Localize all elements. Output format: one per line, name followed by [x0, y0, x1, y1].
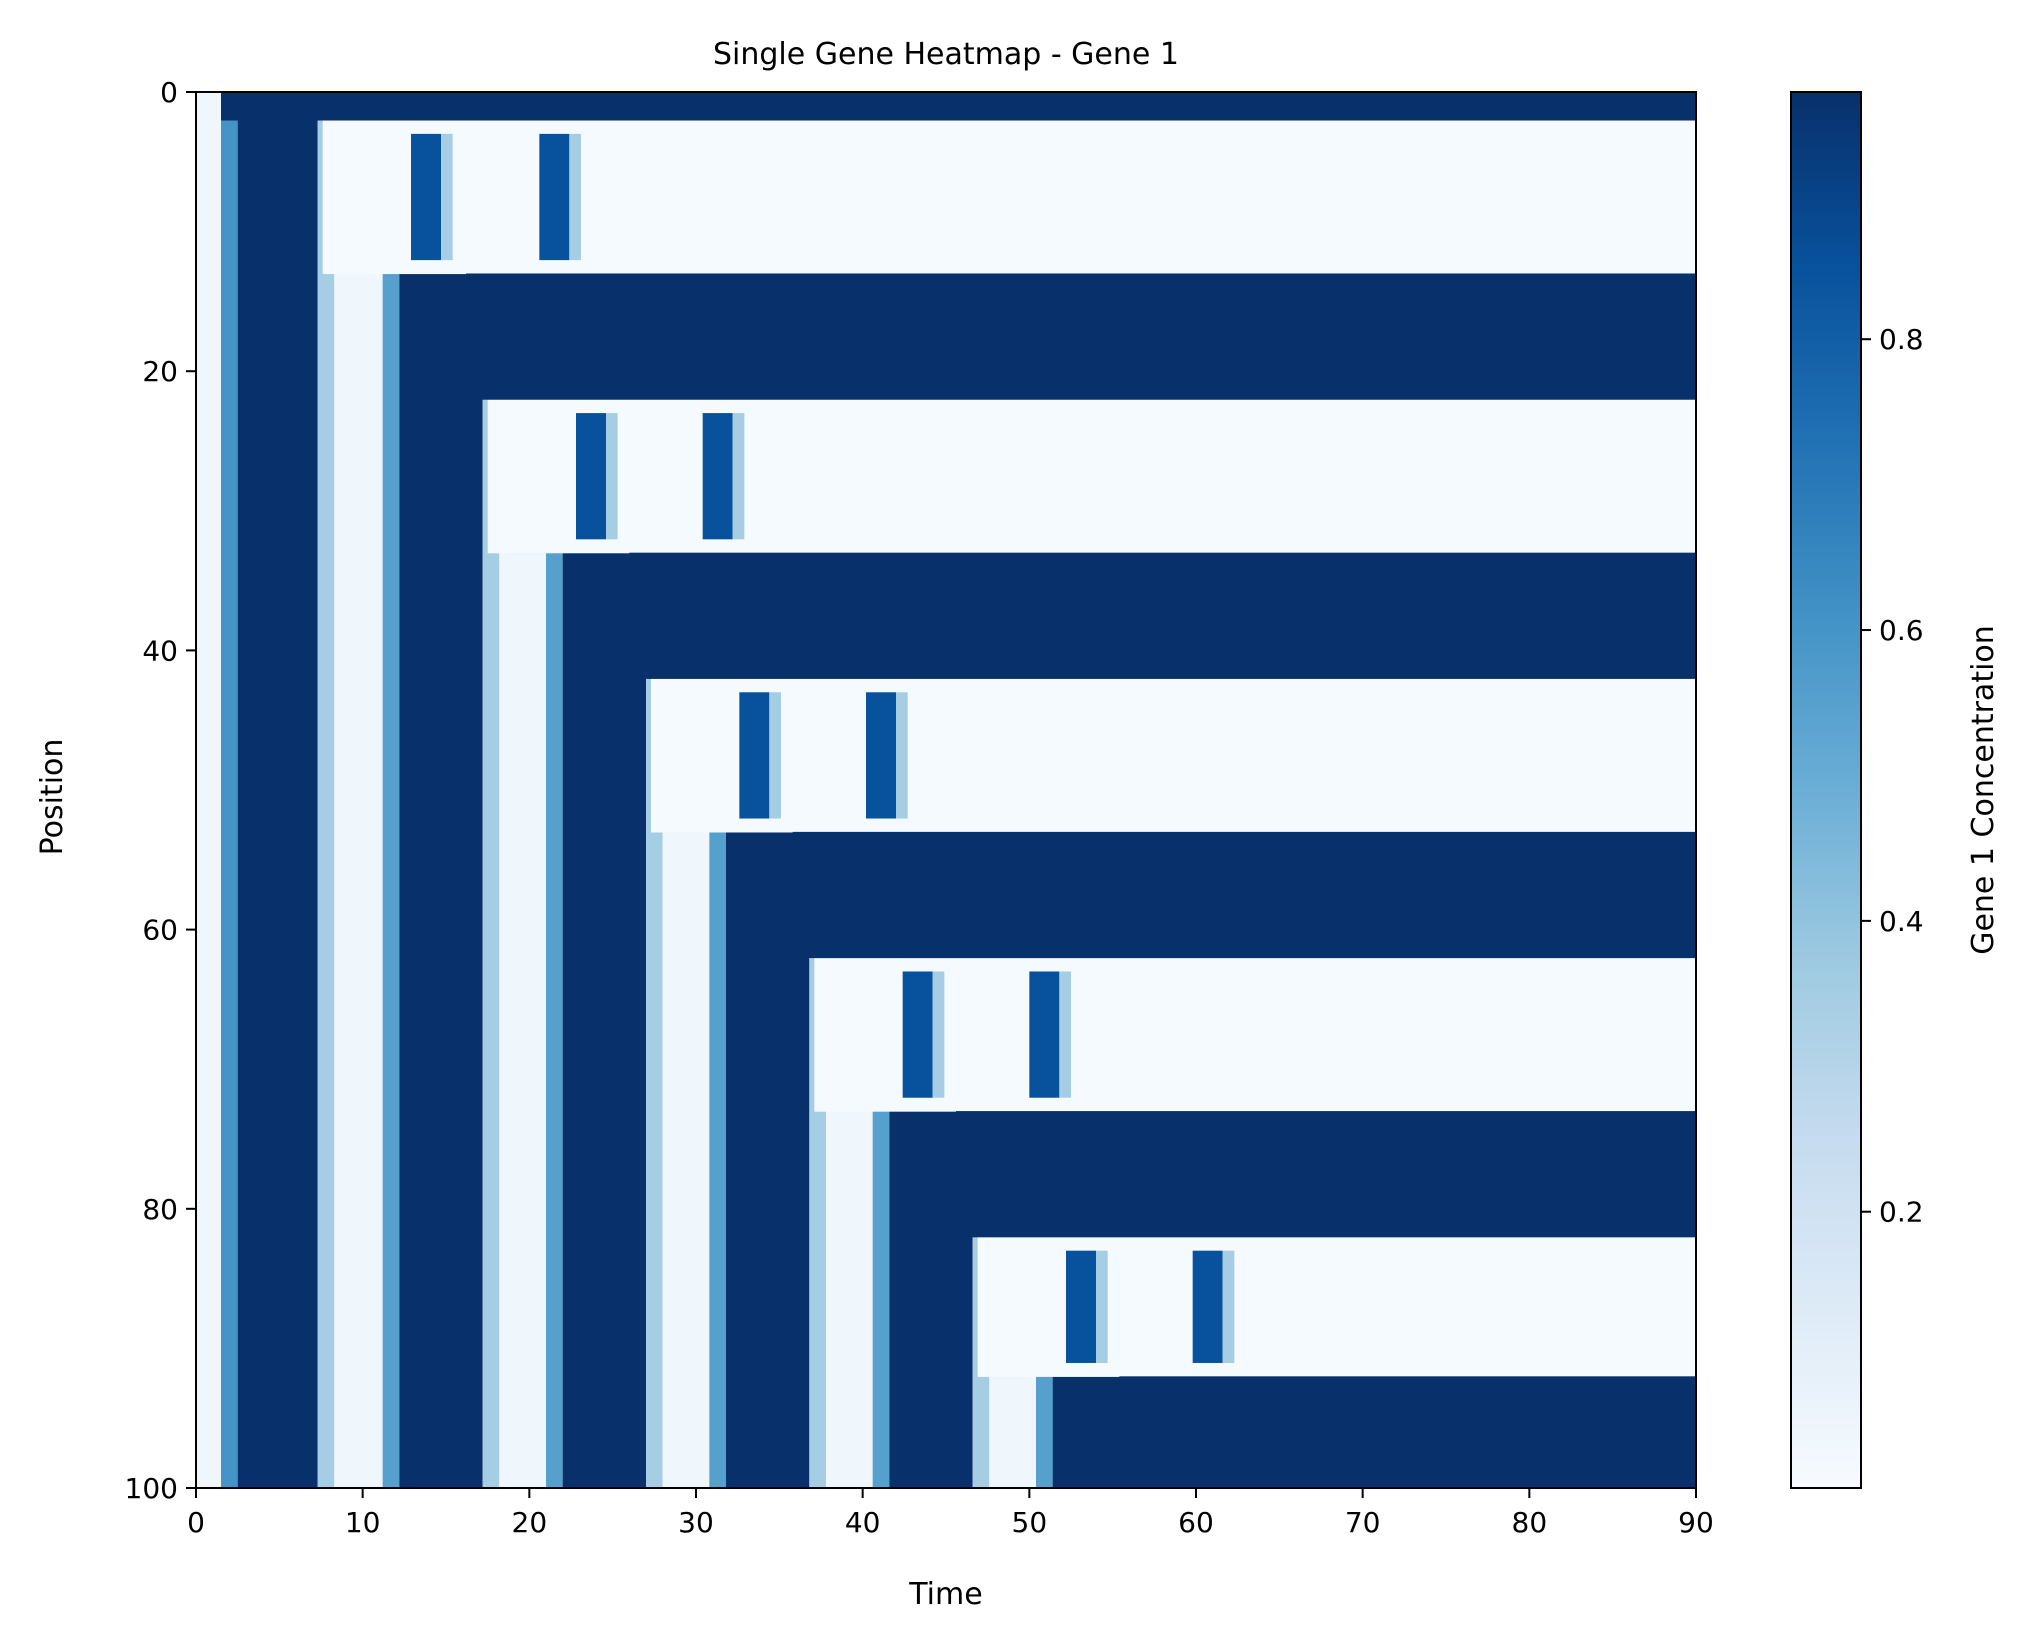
chart-title: Single Gene Heatmap - Gene 1	[713, 37, 1179, 72]
x-tick-label: 10	[345, 1506, 381, 1539]
x-tick-label: 40	[845, 1506, 881, 1539]
wave-pulse-edge	[769, 692, 781, 819]
time-band	[317, 92, 335, 1488]
colorbar-tick-label: 0.2	[1879, 1196, 1924, 1229]
colorbar-label: Gene 1 Concentration	[1966, 625, 2001, 955]
x-tick-label: 0	[187, 1506, 205, 1539]
wave-pulse	[866, 692, 896, 819]
wave-pulse	[902, 971, 933, 1098]
x-axis: 0 10 20 30 40 50 60 70 80 90	[187, 1488, 1714, 1539]
wave-pulse	[539, 133, 570, 261]
y-tick-label: 20	[142, 355, 178, 388]
wave-pulse-edge	[896, 692, 908, 819]
wave-pulse-edge	[606, 413, 618, 540]
wave-pulse	[1029, 971, 1060, 1098]
wave-pulse	[702, 413, 733, 540]
low-region	[651, 678, 1696, 833]
y-tick-label: 80	[142, 1193, 178, 1226]
wave-pulse	[576, 413, 606, 540]
low-region	[487, 399, 1696, 554]
y-tick-label: 60	[142, 914, 178, 947]
wave-pulse	[1066, 1250, 1096, 1363]
wave-pulse-edge	[1222, 1250, 1235, 1363]
colorbar	[1790, 91, 1862, 1489]
wave-pulse	[739, 692, 770, 819]
wave-pulse	[1192, 1250, 1223, 1363]
wave-pulse-edge	[932, 971, 945, 1098]
x-tick-label: 20	[512, 1506, 548, 1539]
x-tick-label: 90	[1678, 1506, 1714, 1539]
y-tick-label: 100	[125, 1472, 178, 1505]
time-band	[334, 92, 383, 1488]
wave-pulse-edge	[441, 133, 453, 261]
wave-pulse-edge	[732, 413, 745, 540]
colorbar-axis: 0.2 0.4 0.6 0.8	[1861, 323, 1924, 1229]
wave-pulse-edge	[1096, 1250, 1108, 1363]
high-band	[466, 273, 1696, 400]
heatmap-cells	[196, 92, 1696, 1488]
x-tick-label: 70	[1345, 1506, 1381, 1539]
colorbar-tick-label: 0.6	[1879, 614, 1924, 647]
time-band	[196, 92, 221, 1488]
wave-pulse-edge	[1059, 971, 1071, 1098]
high-band	[629, 552, 1696, 679]
x-tick-label: 80	[1512, 1506, 1548, 1539]
y-axis-label: Position	[35, 739, 70, 856]
x-tick-label: 30	[678, 1506, 714, 1539]
low-region	[814, 957, 1696, 1112]
colorbar-tick-label: 0.4	[1879, 905, 1924, 938]
high-band	[956, 1111, 1696, 1238]
high-band	[792, 831, 1696, 959]
wave-pulse	[411, 133, 441, 261]
time-band	[382, 92, 400, 1488]
y-axis: 0 20 40 60 80 100	[125, 76, 196, 1505]
y-tick-label: 40	[142, 634, 178, 667]
colorbar-tick-label: 0.8	[1879, 323, 1924, 356]
time-band	[221, 92, 238, 1488]
low-region	[322, 119, 1696, 275]
x-tick-label: 60	[1178, 1506, 1214, 1539]
y-tick-label: 0	[160, 76, 178, 109]
wave-pulse-edge	[569, 133, 581, 261]
time-band	[237, 92, 318, 1488]
plot-frame	[195, 91, 1697, 1489]
x-tick-label: 50	[1012, 1506, 1048, 1539]
high-band	[221, 92, 1696, 121]
high-band	[1119, 1376, 1696, 1488]
x-axis-label: Time	[908, 1577, 982, 1612]
